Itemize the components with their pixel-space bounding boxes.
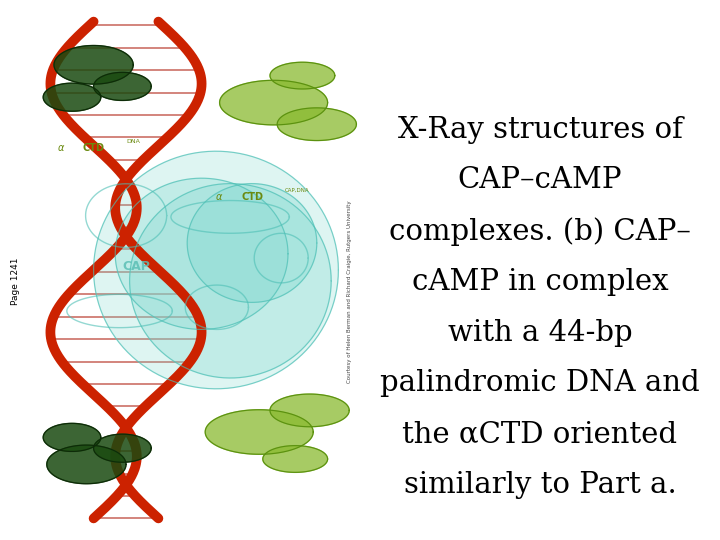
Polygon shape [263, 446, 328, 472]
Text: X-Ray structures of: X-Ray structures of [397, 116, 683, 144]
Polygon shape [43, 423, 101, 451]
Text: CTD: CTD [241, 192, 264, 202]
Text: similarly to Part a.: similarly to Part a. [404, 471, 676, 499]
Polygon shape [94, 434, 151, 462]
Polygon shape [130, 184, 331, 378]
Polygon shape [115, 178, 288, 329]
Polygon shape [205, 410, 313, 454]
Text: palindromic DNA and: palindromic DNA and [380, 369, 700, 397]
Text: α: α [216, 192, 222, 202]
Text: the αCTD oriented: the αCTD oriented [402, 420, 678, 448]
Text: α: α [58, 143, 64, 153]
Polygon shape [270, 394, 349, 427]
Polygon shape [94, 151, 338, 389]
Polygon shape [277, 108, 356, 140]
Text: CAP,DNA: CAP,DNA [284, 188, 309, 193]
Text: Courtesy of Helen Berman and Richard Craigie, Rutgers University: Courtesy of Helen Berman and Richard Cra… [347, 200, 351, 383]
Polygon shape [187, 184, 317, 302]
Text: with a 44-bp: with a 44-bp [448, 319, 632, 347]
Text: CAP–cAMP: CAP–cAMP [458, 166, 622, 194]
Text: CAP: CAP [122, 260, 150, 273]
Polygon shape [270, 62, 335, 89]
Polygon shape [47, 445, 126, 484]
Text: cAMP in complex: cAMP in complex [412, 268, 668, 296]
Text: Page 1241: Page 1241 [12, 257, 20, 305]
Text: DNA: DNA [126, 139, 140, 144]
Polygon shape [43, 83, 101, 111]
Polygon shape [94, 72, 151, 100]
Polygon shape [220, 80, 328, 125]
Polygon shape [54, 45, 133, 84]
Text: complexes. (b) CAP–: complexes. (b) CAP– [389, 217, 691, 246]
Text: CTD: CTD [83, 143, 105, 153]
